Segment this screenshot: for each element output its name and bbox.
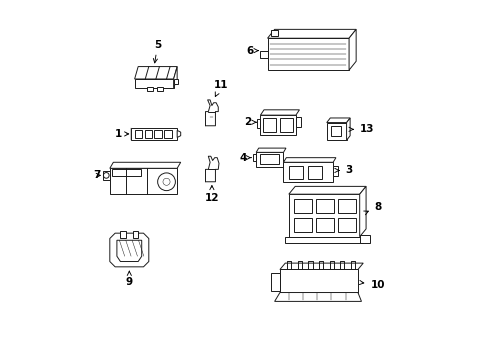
Polygon shape xyxy=(134,67,177,79)
Polygon shape xyxy=(260,51,267,58)
Polygon shape xyxy=(295,117,301,127)
Text: 7: 7 xyxy=(93,170,101,180)
Polygon shape xyxy=(332,166,338,176)
Polygon shape xyxy=(279,270,357,293)
Text: 10: 10 xyxy=(359,280,384,289)
Polygon shape xyxy=(326,118,349,123)
Polygon shape xyxy=(274,293,361,301)
Polygon shape xyxy=(144,130,152,138)
Polygon shape xyxy=(283,158,335,162)
Polygon shape xyxy=(346,118,349,140)
Polygon shape xyxy=(293,218,311,233)
Polygon shape xyxy=(173,67,177,88)
Polygon shape xyxy=(337,199,355,213)
Text: 13: 13 xyxy=(348,124,373,134)
Polygon shape xyxy=(110,168,177,194)
Polygon shape xyxy=(279,118,293,132)
Polygon shape xyxy=(326,123,346,140)
Text: 12: 12 xyxy=(204,185,219,203)
Polygon shape xyxy=(288,166,303,179)
Polygon shape xyxy=(260,110,299,115)
Polygon shape xyxy=(256,148,285,152)
Polygon shape xyxy=(283,162,332,183)
Polygon shape xyxy=(315,218,333,233)
Polygon shape xyxy=(120,231,125,238)
Polygon shape xyxy=(177,130,181,138)
Polygon shape xyxy=(307,166,322,179)
Text: 8: 8 xyxy=(363,202,381,215)
Polygon shape xyxy=(288,186,366,194)
Polygon shape xyxy=(285,237,363,243)
Text: 3: 3 xyxy=(334,166,352,175)
Polygon shape xyxy=(154,130,162,138)
Text: 2: 2 xyxy=(244,117,256,127)
Polygon shape xyxy=(359,186,366,237)
Polygon shape xyxy=(157,87,163,91)
Polygon shape xyxy=(117,240,142,261)
Polygon shape xyxy=(270,273,279,291)
Polygon shape xyxy=(359,235,369,243)
Polygon shape xyxy=(315,199,333,213)
Polygon shape xyxy=(256,152,283,167)
Polygon shape xyxy=(259,154,279,164)
Polygon shape xyxy=(267,38,348,70)
Polygon shape xyxy=(330,126,340,136)
Polygon shape xyxy=(112,169,141,176)
Text: 1: 1 xyxy=(115,129,128,139)
Polygon shape xyxy=(131,127,177,140)
Polygon shape xyxy=(110,162,181,168)
Polygon shape xyxy=(263,118,276,132)
Polygon shape xyxy=(288,194,359,237)
Polygon shape xyxy=(267,30,355,38)
Text: 9: 9 xyxy=(125,271,133,288)
Polygon shape xyxy=(133,231,138,238)
Polygon shape xyxy=(102,171,110,180)
Polygon shape xyxy=(164,130,172,138)
Text: 4: 4 xyxy=(239,153,251,163)
Text: 11: 11 xyxy=(213,80,227,96)
Polygon shape xyxy=(279,263,363,270)
Polygon shape xyxy=(147,87,153,91)
Polygon shape xyxy=(293,199,311,213)
Polygon shape xyxy=(110,233,148,267)
Polygon shape xyxy=(173,79,178,84)
Polygon shape xyxy=(348,30,355,70)
Polygon shape xyxy=(256,119,260,127)
Polygon shape xyxy=(337,218,355,233)
Polygon shape xyxy=(260,115,295,135)
Text: 6: 6 xyxy=(245,46,258,56)
Polygon shape xyxy=(134,130,142,138)
Polygon shape xyxy=(134,79,173,88)
Polygon shape xyxy=(270,30,278,36)
Polygon shape xyxy=(252,154,256,161)
Text: 5: 5 xyxy=(153,40,161,63)
